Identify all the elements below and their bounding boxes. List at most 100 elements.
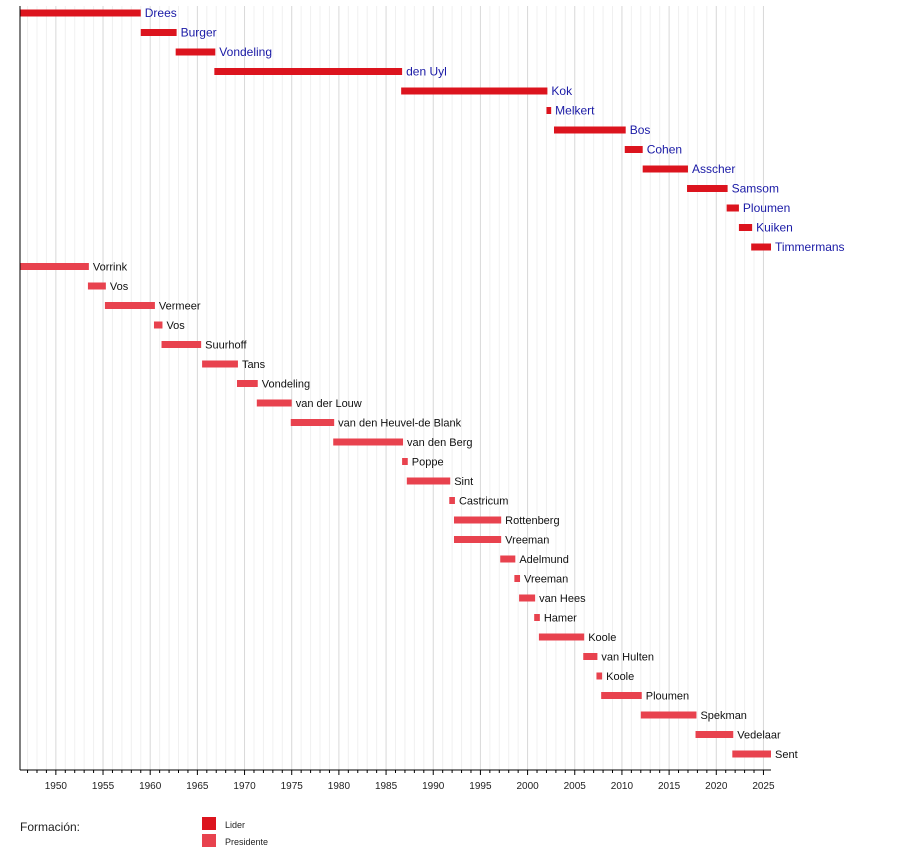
presidente-label: Adelmund [519, 554, 569, 566]
presidente-label: Tans [242, 359, 266, 371]
presidente-bar [500, 555, 516, 563]
x-tick-label: 1975 [281, 781, 304, 792]
presidente-label: Vorrink [93, 262, 128, 274]
presidente-bar [104, 302, 155, 309]
x-tick-label: 2010 [611, 781, 634, 792]
lider-label[interactable]: Cohen [647, 143, 682, 157]
lider-label[interactable]: Timmermans [775, 240, 845, 254]
x-tick-label: 2020 [705, 781, 728, 792]
presidente-bar [236, 380, 258, 387]
presidente-bar [256, 399, 292, 407]
x-tick-label: 1960 [139, 781, 162, 792]
lider-bar [175, 48, 216, 56]
presidente-label: Vreeman [524, 574, 568, 586]
lider-bar [20, 9, 141, 17]
presidente-label: van Hees [539, 593, 586, 605]
lider-bar [546, 107, 552, 114]
presidente-label: Vedelaar [737, 730, 781, 742]
legend-swatch-lider [202, 817, 216, 830]
presidente-label: Castricum [459, 496, 509, 508]
x-tick-label: 1965 [186, 781, 209, 792]
lider-bar [751, 243, 771, 251]
x-tick-label: 2015 [658, 781, 681, 792]
presidente-label: Sent [775, 749, 798, 761]
lider-label[interactable]: Ploumen [743, 201, 790, 215]
legend: Formación: Lider Presidente [20, 817, 268, 847]
presidente-bar [514, 575, 521, 582]
lider-bar [687, 185, 728, 192]
legend-title: Formación: [20, 820, 80, 834]
presidente-bar [596, 672, 603, 680]
presidente-bar [290, 419, 335, 426]
lider-label[interactable]: Vondeling [219, 45, 272, 59]
presidente-bar [449, 497, 455, 504]
lider-bar [554, 126, 626, 134]
presidente-label: Suurhoff [205, 340, 247, 352]
lider-label[interactable]: Kok [551, 84, 573, 98]
x-tick-label: 1990 [422, 781, 445, 792]
presidente-bar [519, 594, 536, 602]
x-tick-label: 2005 [564, 781, 587, 792]
presidente-label: Vreeman [505, 535, 549, 547]
presidente-bar [406, 477, 451, 485]
presidente-bar [202, 360, 238, 368]
lider-bar [214, 68, 403, 75]
presidente-bar [583, 653, 598, 660]
presidente-bar [640, 711, 697, 719]
presidente-bar [732, 750, 771, 758]
legend-swatch-presidente [202, 834, 216, 847]
presidente-label: Sint [454, 476, 473, 488]
presidente-bar [20, 263, 89, 270]
presidente-bar [333, 438, 404, 446]
presidente-label: van den Berg [407, 437, 472, 449]
x-tick-label: 1950 [45, 781, 68, 792]
presidente-label: Spekman [700, 710, 746, 722]
presidente-bar [87, 282, 106, 290]
legend-label-lider: Lider [225, 820, 245, 830]
presidente-bar [695, 731, 734, 738]
presidente-label: Rottenberg [505, 515, 559, 527]
x-tick-label: 1995 [469, 781, 492, 792]
lider-label[interactable]: Drees [145, 6, 177, 20]
lider-bar [642, 165, 688, 173]
lider-label[interactable]: Kuiken [756, 221, 793, 235]
x-tick-label: 1985 [375, 781, 398, 792]
presidente-label: van Hulten [601, 652, 654, 664]
presidente-bar [153, 321, 163, 329]
lider-bar [140, 29, 177, 36]
lider-label[interactable]: Asscher [692, 162, 735, 176]
lider-bar [624, 146, 643, 153]
presidente-label: van den Heuvel-de Blank [338, 418, 461, 430]
presidente-label: Koole [588, 632, 616, 644]
lider-bar [738, 224, 753, 231]
presidente-label: Koole [606, 671, 634, 683]
x-tick-label: 2025 [752, 781, 775, 792]
lider-label[interactable]: Burger [181, 26, 217, 40]
presidente-label: Poppe [412, 457, 444, 469]
presidente-label: van der Louw [296, 398, 362, 410]
lider-label[interactable]: Bos [630, 123, 651, 137]
presidente-bar [534, 614, 540, 621]
presidente-bar [402, 458, 408, 465]
x-tick-label: 1970 [233, 781, 256, 792]
x-tick-label: 2000 [516, 781, 539, 792]
legend-label-presidente: Presidente [225, 837, 268, 847]
presidente-bar [601, 692, 642, 699]
lider-label[interactable]: Melkert [555, 104, 595, 118]
presidente-label: Hamer [544, 613, 577, 625]
presidente-label: Vos [166, 320, 185, 332]
lider-bar [726, 204, 739, 212]
lider-label[interactable]: Samsom [732, 182, 779, 196]
presidente-bar [453, 536, 502, 543]
presidente-label: Vos [110, 281, 129, 293]
x-tick-label: 1955 [92, 781, 115, 792]
x-tick-label: 1980 [328, 781, 351, 792]
presidente-label: Ploumen [646, 691, 689, 703]
presidente-label: Vermeer [159, 301, 201, 313]
presidente-bar [453, 516, 502, 524]
presidente-label: Vondeling [262, 379, 310, 391]
x-axis: 1950 1955 1960 1965 1970 1975 1980 1985 1990 1995… [19, 6, 775, 792]
lider-label[interactable]: den Uyl [406, 65, 447, 79]
